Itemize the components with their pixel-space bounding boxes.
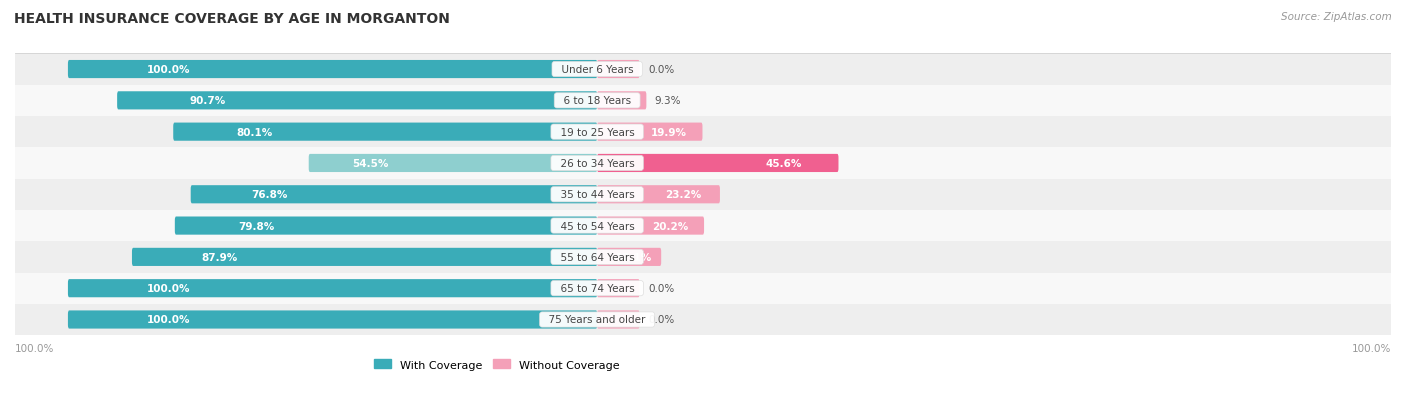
Text: 0.0%: 0.0% [648,315,675,325]
FancyBboxPatch shape [67,280,598,297]
Text: 9.3%: 9.3% [655,96,682,106]
Text: 65 to 74 Years: 65 to 74 Years [554,283,641,294]
FancyBboxPatch shape [598,248,661,266]
FancyBboxPatch shape [117,92,598,110]
Text: 12.1%: 12.1% [616,252,651,262]
FancyBboxPatch shape [191,186,598,204]
Bar [15,54,1391,85]
FancyBboxPatch shape [598,154,838,173]
FancyBboxPatch shape [598,280,640,297]
Text: 35 to 44 Years: 35 to 44 Years [554,190,641,200]
FancyBboxPatch shape [598,217,704,235]
FancyBboxPatch shape [598,123,703,141]
FancyBboxPatch shape [67,311,598,329]
Text: 79.8%: 79.8% [238,221,274,231]
Text: 45.6%: 45.6% [766,159,803,169]
Text: 26 to 34 Years: 26 to 34 Years [554,159,641,169]
FancyBboxPatch shape [598,92,647,110]
Text: 100.0%: 100.0% [1351,343,1391,353]
Bar [15,85,1391,117]
FancyBboxPatch shape [598,311,640,329]
Text: 100.0%: 100.0% [148,65,191,75]
FancyBboxPatch shape [598,61,640,79]
Text: 100.0%: 100.0% [15,343,55,353]
Text: 0.0%: 0.0% [648,283,675,294]
Text: 19 to 25 Years: 19 to 25 Years [554,127,641,137]
FancyBboxPatch shape [67,61,598,79]
Text: 19.9%: 19.9% [651,127,686,137]
FancyBboxPatch shape [309,154,598,173]
Text: 6 to 18 Years: 6 to 18 Years [557,96,637,106]
Text: 80.1%: 80.1% [236,127,273,137]
Text: 54.5%: 54.5% [352,159,388,169]
Text: 45 to 54 Years: 45 to 54 Years [554,221,641,231]
Text: 90.7%: 90.7% [190,96,225,106]
Text: 100.0%: 100.0% [148,283,191,294]
Bar [15,242,1391,273]
Legend: With Coverage, Without Coverage: With Coverage, Without Coverage [370,355,624,374]
Text: 0.0%: 0.0% [648,65,675,75]
Text: Source: ZipAtlas.com: Source: ZipAtlas.com [1281,12,1392,22]
Text: 23.2%: 23.2% [665,190,702,200]
Text: 75 Years and older: 75 Years and older [543,315,652,325]
Text: 87.9%: 87.9% [201,252,238,262]
Bar [15,210,1391,242]
Bar [15,117,1391,148]
FancyBboxPatch shape [173,123,598,141]
Bar [15,148,1391,179]
Bar [15,273,1391,304]
FancyBboxPatch shape [132,248,598,266]
Bar [15,304,1391,335]
FancyBboxPatch shape [174,217,598,235]
Bar [15,179,1391,210]
Text: HEALTH INSURANCE COVERAGE BY AGE IN MORGANTON: HEALTH INSURANCE COVERAGE BY AGE IN MORG… [14,12,450,26]
Text: 20.2%: 20.2% [652,221,688,231]
Text: 55 to 64 Years: 55 to 64 Years [554,252,641,262]
Text: 76.8%: 76.8% [252,190,288,200]
Text: Under 6 Years: Under 6 Years [554,65,640,75]
FancyBboxPatch shape [598,186,720,204]
Text: 100.0%: 100.0% [148,315,191,325]
